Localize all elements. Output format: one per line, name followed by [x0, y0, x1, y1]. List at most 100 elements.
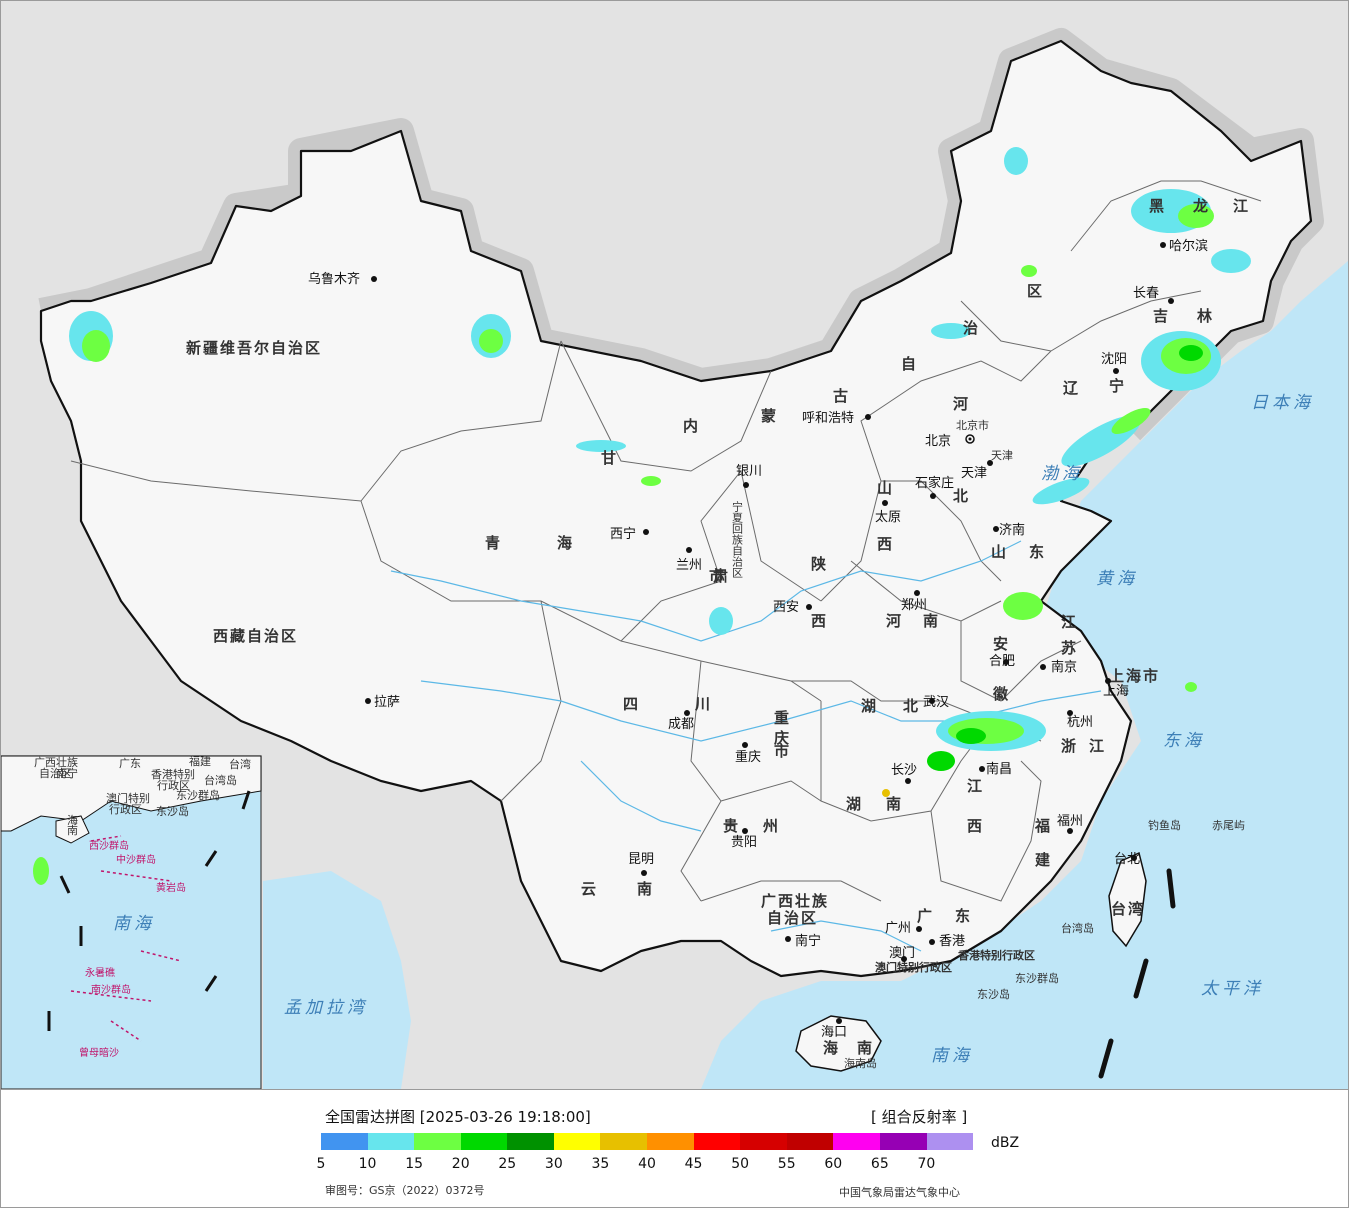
prov-shanghai: 上海市 — [1109, 667, 1160, 685]
prov-guangdong-1: 广 — [917, 907, 934, 925]
prov-hainan-1: 海 — [823, 1039, 840, 1057]
sea-bengal — [263, 871, 411, 1089]
sea-labels: 日本海 渤海 黄海 东海 南海 太平洋 孟加拉湾 — [284, 393, 1310, 1066]
sea-east — [701, 261, 1348, 1089]
prov-neimenggu-3: 古 — [833, 387, 850, 405]
tick-label-60: 60 — [824, 1156, 843, 1172]
prov-neimenggu-2: 蒙 — [761, 407, 778, 425]
city-markers — [365, 242, 1174, 1024]
city-yinchuan: 银川 — [736, 464, 762, 479]
city-hohhot: 呼和浩特 — [802, 411, 854, 426]
province-borders — [70, 180, 1262, 902]
prov-neimenggu-5: 治 — [963, 319, 980, 337]
prov-guangxi-1: 广西壮族 — [761, 892, 829, 910]
prov-hunan-2: 南 — [886, 795, 903, 813]
color-swatch-55 — [786, 1133, 834, 1150]
prov-qinghai-1: 青 — [485, 534, 502, 552]
sea-bengal: 孟加拉湾 — [284, 998, 368, 1018]
city-shijiazhuang: 石家庄 — [915, 475, 954, 491]
sea-pacific: 太平洋 — [1201, 979, 1264, 999]
prov-anhui-2: 徽 — [992, 685, 1010, 703]
tick-row: 5 10 15 20 25 30 35 40 45 50 55 60 65 70 — [317, 1156, 973, 1174]
tick-label-40: 40 — [638, 1156, 656, 1172]
prov-hubei-1: 湖 — [861, 697, 878, 715]
unit-label: dBZ — [991, 1135, 1020, 1151]
color-swatch-15 — [414, 1133, 461, 1150]
color-swatch-20 — [460, 1133, 508, 1150]
city-lanzhou: 兰州 — [676, 558, 702, 573]
city-beijing: 北京 — [925, 434, 951, 449]
boundary-dashes — [1098, 868, 1176, 1079]
inset-map — [1, 755, 262, 1089]
city-lhasa: 拉萨 — [374, 695, 400, 710]
tick-label-65: 65 — [870, 1156, 889, 1172]
radar-echoes — [33, 147, 1251, 885]
prov-jilin-2: 林 — [1197, 307, 1214, 325]
inset-nansha: 南沙群岛 — [91, 983, 131, 996]
inset-guangxi: 广西壮族 — [34, 755, 78, 769]
inset-macao: 澳门特别 — [106, 791, 150, 805]
inset-fujian: 福建 — [189, 754, 211, 768]
city-hongkong: 香港 — [939, 934, 965, 949]
province-labels: 新疆维吾尔自治区 西藏自治区 青 海 甘 肃 内 蒙 古 自 治 区 黑 龙 江… — [186, 197, 1250, 1057]
inset-dongsha: 东沙群岛 — [176, 788, 220, 802]
city-nanjing: 南京 — [1051, 659, 1077, 675]
prov-fujian-1: 福 — [1034, 817, 1052, 835]
city-taipei: 台北 — [1114, 852, 1140, 867]
prov-henan-2: 南 — [923, 612, 940, 630]
city-haikou: 海口 — [821, 1025, 847, 1040]
inset-hk: 香港特别 — [151, 767, 195, 781]
prov-zhejiang-1: 浙 — [1061, 737, 1078, 755]
sea-yellow: 黄海 — [1096, 569, 1138, 589]
city-xian: 西安 — [773, 600, 799, 615]
city-shenyang: 沈阳 — [1101, 352, 1127, 367]
prov-zhejiang-2: 江 — [1089, 737, 1106, 755]
prov-guizhou-2: 州 — [762, 817, 780, 835]
city-harbin: 哈尔滨 — [1169, 238, 1208, 254]
color-swatch-40 — [647, 1133, 694, 1150]
city-changsha: 长沙 — [891, 763, 917, 778]
city-guangzhou: 广州 — [885, 921, 911, 936]
inset-huangyan: 黄岩岛 — [156, 881, 186, 894]
prov-hongkong-sar: 香港特别行政区 — [957, 948, 1035, 962]
prov-beijing-small: 北京市 — [956, 418, 989, 432]
prov-heilongjiang-1: 黑 — [1149, 197, 1166, 215]
tick-label-70: 70 — [917, 1156, 936, 1172]
prov-jilin-1: 吉 — [1153, 307, 1170, 325]
agency-name: 中国气象局雷达气象中心 — [839, 1186, 960, 1199]
color-swatch-25 — [507, 1133, 554, 1150]
color-swatch-50 — [740, 1133, 787, 1150]
island-dongsha-group: 东沙群岛 — [1015, 971, 1059, 985]
prov-taiwan: 台湾 — [1111, 900, 1145, 918]
color-swatch-65 — [879, 1133, 927, 1150]
prov-jiangsu-2: 苏 — [1061, 639, 1078, 657]
city-nanchang: 南昌 — [986, 761, 1012, 777]
prov-ningxia: 宁夏回族自治区 — [731, 500, 744, 578]
inset-hainan-1: 海 — [67, 813, 78, 827]
prov-neimenggu-4: 自 — [901, 355, 918, 373]
prov-liaoning-1: 辽 — [1063, 379, 1080, 397]
island-chiwei: 赤尾屿 — [1212, 819, 1245, 832]
prov-heilongjiang-3: 江 — [1233, 197, 1250, 215]
prov-hainan-2: 南 — [857, 1039, 874, 1057]
prov-neimenggu-1: 内 — [683, 417, 700, 435]
inset-taiwan-island: 台湾岛 — [204, 773, 237, 787]
tick-label-55: 55 — [777, 1156, 796, 1172]
city-chongqing: 重庆 — [735, 749, 761, 765]
city-jinan: 济南 — [999, 522, 1025, 538]
city-shanghai: 上海 — [1103, 684, 1129, 699]
island-dongsha: 东沙岛 — [977, 987, 1010, 1001]
prov-yunnan-2: 南 — [637, 880, 654, 898]
color-swatch-60 — [833, 1133, 880, 1150]
inset-nanning: 南宁 — [56, 766, 78, 780]
sea-south: 南海 — [931, 1046, 973, 1066]
city-nanning: 南宁 — [795, 933, 821, 949]
radar-map: 新疆维吾尔自治区 西藏自治区 青 海 甘 肃 内 蒙 古 自 治 区 黑 龙 江… — [1, 28, 1348, 1089]
tick-label-45: 45 — [684, 1156, 703, 1172]
prov-qinghai-2: 海 — [557, 534, 574, 552]
prov-hubei-2: 北 — [903, 697, 920, 715]
inset-dongsha-2: 东沙岛 — [156, 804, 189, 818]
inset-macao-2: 行政区 — [109, 802, 142, 816]
island-hainan: 海南岛 — [844, 1056, 877, 1070]
